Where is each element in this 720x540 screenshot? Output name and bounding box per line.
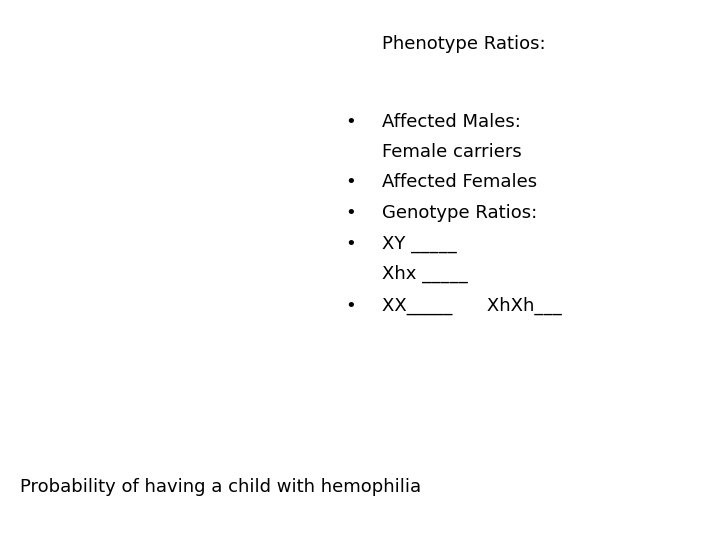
Text: Female carriers: Female carriers: [382, 143, 521, 161]
Text: •: •: [346, 204, 356, 222]
Text: •: •: [346, 297, 356, 315]
Text: Affected Females: Affected Females: [382, 173, 536, 191]
Text: XX_____      XhXh___: XX_____ XhXh___: [382, 297, 562, 315]
Text: •: •: [346, 173, 356, 191]
Text: Affected Males:: Affected Males:: [382, 113, 521, 131]
Text: Phenotype Ratios:: Phenotype Ratios:: [382, 35, 545, 53]
Text: Genotype Ratios:: Genotype Ratios:: [382, 204, 537, 222]
Text: XY _____: XY _____: [382, 235, 456, 253]
Text: •: •: [346, 113, 356, 131]
Text: Xhx _____: Xhx _____: [382, 265, 467, 284]
Text: Probability of having a child with hemophilia: Probability of having a child with hemop…: [20, 478, 421, 496]
Text: •: •: [346, 235, 356, 253]
